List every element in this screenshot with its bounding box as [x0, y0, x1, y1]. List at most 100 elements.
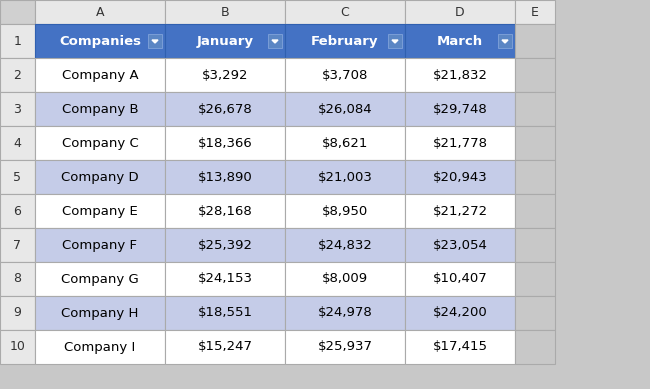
Text: 1: 1	[14, 35, 21, 47]
Text: $24,978: $24,978	[318, 307, 372, 319]
Bar	[165, 92, 285, 126]
Text: Company G: Company G	[61, 273, 139, 286]
Bar	[0, 126, 35, 160]
Text: Company A: Company A	[62, 68, 138, 82]
Bar	[515, 194, 555, 228]
Text: Company H: Company H	[61, 307, 138, 319]
Bar	[165, 262, 285, 296]
Bar	[285, 92, 405, 126]
Bar	[515, 262, 555, 296]
Bar	[0, 262, 35, 296]
Bar	[285, 0, 405, 24]
Bar	[285, 296, 405, 330]
Bar	[35, 194, 165, 228]
FancyBboxPatch shape	[268, 34, 282, 48]
Text: $24,153: $24,153	[198, 273, 252, 286]
Bar	[405, 330, 515, 364]
Text: $20,943: $20,943	[433, 170, 488, 184]
Text: $21,832: $21,832	[432, 68, 488, 82]
Text: $21,778: $21,778	[432, 137, 488, 149]
Bar	[35, 24, 165, 58]
Bar	[0, 58, 35, 92]
Text: D: D	[455, 5, 465, 19]
Bar	[0, 330, 35, 364]
Bar	[165, 194, 285, 228]
Text: $25,392: $25,392	[198, 238, 252, 252]
Bar	[515, 296, 555, 330]
Text: $21,272: $21,272	[432, 205, 488, 217]
Text: $21,003: $21,003	[318, 170, 372, 184]
Bar	[285, 330, 405, 364]
Bar	[285, 24, 405, 58]
Bar	[35, 228, 165, 262]
Bar	[405, 126, 515, 160]
Bar	[515, 58, 555, 92]
Text: 5: 5	[14, 170, 21, 184]
Text: Company E: Company E	[62, 205, 138, 217]
FancyBboxPatch shape	[148, 34, 162, 48]
Text: $26,084: $26,084	[318, 102, 372, 116]
Bar	[35, 330, 165, 364]
Text: Company I: Company I	[64, 340, 136, 354]
Bar	[405, 228, 515, 262]
Bar	[515, 330, 555, 364]
Bar	[405, 296, 515, 330]
Bar	[35, 0, 165, 24]
Bar	[285, 126, 405, 160]
Bar	[515, 92, 555, 126]
Text: $17,415: $17,415	[432, 340, 488, 354]
Text: $3,292: $3,292	[202, 68, 248, 82]
Bar	[165, 0, 285, 24]
Bar	[285, 194, 405, 228]
Text: $8,950: $8,950	[322, 205, 368, 217]
Text: $15,247: $15,247	[198, 340, 252, 354]
Text: $23,054: $23,054	[432, 238, 488, 252]
Bar	[285, 160, 405, 194]
Bar	[165, 228, 285, 262]
Text: $18,366: $18,366	[198, 137, 252, 149]
Text: $25,937: $25,937	[317, 340, 372, 354]
Bar	[0, 194, 35, 228]
Polygon shape	[272, 40, 278, 43]
Text: Companies: Companies	[59, 35, 141, 47]
Text: $26,678: $26,678	[198, 102, 252, 116]
Text: Company C: Company C	[62, 137, 138, 149]
Bar	[405, 0, 515, 24]
Bar	[405, 262, 515, 296]
Bar	[285, 58, 405, 92]
Text: $28,168: $28,168	[198, 205, 252, 217]
Bar	[405, 92, 515, 126]
Bar	[285, 262, 405, 296]
Bar	[405, 24, 515, 58]
Bar	[515, 228, 555, 262]
FancyBboxPatch shape	[498, 34, 512, 48]
Bar	[0, 24, 35, 58]
Polygon shape	[392, 40, 398, 43]
Bar	[0, 228, 35, 262]
Bar	[405, 194, 515, 228]
Bar	[35, 92, 165, 126]
Text: 2: 2	[14, 68, 21, 82]
Text: $24,200: $24,200	[433, 307, 488, 319]
Text: 4: 4	[14, 137, 21, 149]
Bar	[165, 160, 285, 194]
Bar	[35, 126, 165, 160]
Text: C: C	[341, 5, 350, 19]
Text: $8,621: $8,621	[322, 137, 368, 149]
Text: $3,708: $3,708	[322, 68, 368, 82]
Text: $8,009: $8,009	[322, 273, 368, 286]
Bar	[35, 160, 165, 194]
Text: $29,748: $29,748	[433, 102, 488, 116]
Text: March: March	[437, 35, 483, 47]
Bar	[165, 126, 285, 160]
Text: February: February	[311, 35, 379, 47]
Bar	[405, 58, 515, 92]
Bar	[35, 262, 165, 296]
Text: 3: 3	[14, 102, 21, 116]
Text: 10: 10	[10, 340, 25, 354]
Text: 7: 7	[14, 238, 21, 252]
Bar	[165, 296, 285, 330]
Polygon shape	[152, 40, 158, 43]
Text: $24,832: $24,832	[318, 238, 372, 252]
Polygon shape	[502, 40, 508, 43]
